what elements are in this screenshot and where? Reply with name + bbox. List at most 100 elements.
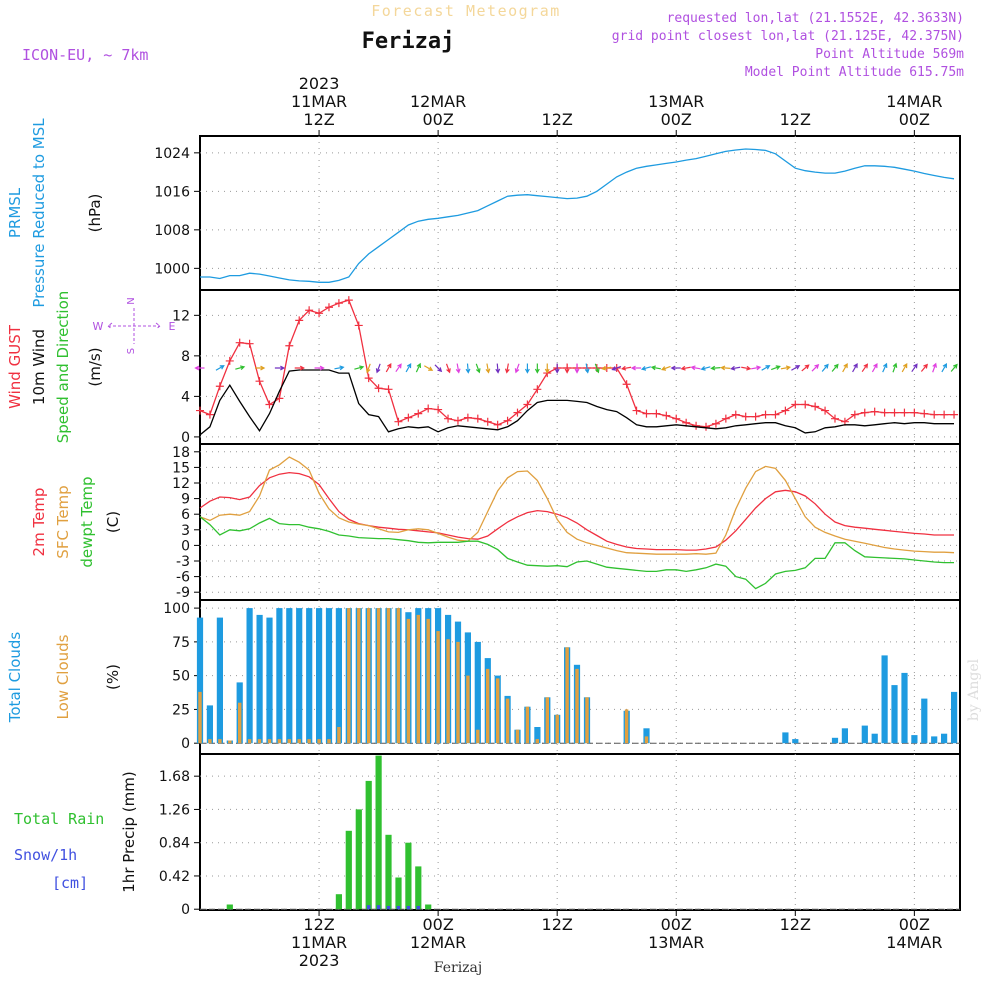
wind-direction-arrow — [424, 365, 434, 371]
wind-direction-arrow — [761, 365, 771, 371]
bar-low-clouds — [327, 739, 331, 744]
bar-total-clouds — [841, 728, 848, 744]
wind-direction-arrow — [640, 365, 651, 371]
bar-total-rain — [355, 809, 362, 910]
bar-low-clouds — [307, 739, 311, 744]
y-tick-label: 18 — [172, 445, 190, 461]
wind-direction-arrow — [544, 363, 550, 374]
series-sfc-temp — [199, 456, 955, 555]
gust-marker — [444, 414, 453, 423]
bar-total-clouds — [782, 732, 789, 744]
axis-title-1: Low Clouds — [54, 634, 72, 719]
gust-marker — [731, 410, 740, 419]
wind-direction-arrow — [780, 365, 792, 371]
panel-precip: 0 0.42 0.84 1.26 1.68 Total Rain Snow/1h [cm] 1h… — [14, 753, 961, 918]
bar-low-clouds — [535, 739, 539, 744]
gust-marker — [711, 419, 720, 428]
bar-low-clouds — [257, 739, 262, 744]
wind-direction-arrow — [594, 363, 600, 374]
gust-marker — [414, 409, 423, 418]
wind-direction-arrow — [495, 363, 501, 374]
wind-direction-arrow — [751, 365, 762, 371]
gust-marker — [354, 321, 363, 330]
gust-marker — [751, 412, 760, 421]
bottom-tick-label: 14MAR — [886, 933, 942, 952]
gust-marker — [702, 422, 711, 431]
gust-marker — [940, 410, 949, 419]
gust-marker — [652, 409, 661, 418]
bar-total-clouds — [286, 608, 293, 744]
bar-total-clouds — [325, 608, 333, 744]
bar-low-clouds — [624, 709, 629, 744]
wind-direction-arrow — [564, 363, 570, 374]
wind-direction-arrow — [920, 363, 928, 372]
wind-direction-arrow — [811, 363, 820, 372]
wind-direction-arrow — [584, 363, 590, 374]
bar-total-clouds — [306, 608, 313, 744]
gust-marker — [404, 413, 413, 422]
compass-e: E — [169, 320, 176, 333]
bar-total-clouds — [206, 705, 213, 744]
gust-marker — [215, 382, 224, 391]
bar-low-clouds — [406, 618, 411, 744]
legend-label-0: Total Rain — [14, 810, 104, 828]
wind-direction-arrow — [514, 363, 520, 374]
axis-unit: (%) — [104, 664, 122, 690]
series-dewpt-temp — [199, 516, 954, 590]
panel-frame — [199, 753, 961, 911]
gust-marker — [205, 410, 214, 419]
y-tick-label: -9 — [176, 585, 190, 601]
bar-low-clouds — [456, 641, 460, 744]
bar-total-clouds — [196, 617, 204, 744]
axis-title-2: dewpt Temp — [78, 476, 96, 567]
bar-total-clouds — [901, 672, 908, 744]
wind-direction-arrow — [194, 365, 205, 371]
bar-total-clouds — [216, 617, 223, 744]
top-tick-label: 11MAR — [291, 92, 347, 111]
y-tick-label: 3 — [181, 523, 190, 539]
bar-low-clouds — [317, 739, 321, 744]
wind-direction-arrow — [405, 363, 412, 373]
point-altitude: Point Altitude 569m — [815, 47, 964, 62]
bottom-tick-label: 11MAR — [291, 933, 347, 952]
y-tick-label: 25 — [172, 702, 190, 718]
gust-marker — [384, 385, 393, 394]
bar-total-clouds — [316, 608, 323, 744]
gust-marker — [930, 410, 939, 419]
bar-total-rain — [425, 904, 432, 910]
gust-marker — [424, 404, 433, 413]
y-tick-label: 1.26 — [159, 802, 190, 818]
bar-total-rain — [385, 834, 392, 910]
bar-low-clouds — [228, 740, 232, 744]
gust-marker — [880, 408, 889, 417]
axis-unit: (hPa) — [86, 194, 104, 233]
bar-total-rain — [365, 780, 372, 910]
gust-marker — [890, 408, 899, 417]
bar-low-clouds — [555, 714, 559, 744]
legend-label-2: [cm] — [52, 874, 88, 892]
wind-direction-arrow — [504, 363, 510, 374]
model-label: ICON-EU, ~ 7km — [22, 46, 148, 64]
series-pressure — [200, 148, 955, 283]
bar-low-clouds — [565, 647, 569, 744]
panel-frame — [199, 135, 961, 291]
gust-marker — [870, 407, 879, 416]
gust-marker — [196, 406, 204, 415]
bottom-tick-label: 00Z — [899, 915, 930, 934]
gust-marker — [364, 374, 373, 383]
gust-marker — [811, 402, 820, 411]
axis-title-0: 2m Temp — [30, 488, 48, 557]
top-tick-label: 00Z — [899, 110, 930, 129]
y-tick-label: 15 — [172, 460, 190, 476]
bar-low-clouds — [486, 668, 490, 744]
location-title: Ferizaj — [362, 29, 455, 54]
axis-unit: (C) — [104, 511, 122, 533]
gust-marker — [374, 384, 383, 393]
gust-marker — [255, 377, 264, 386]
y-tick-label: 0 — [181, 430, 190, 446]
bottom-tick-label: 00Z — [661, 915, 692, 934]
wind-direction-arrow — [465, 363, 471, 374]
axis-unit: (m/s) — [86, 347, 104, 386]
bar-low-clouds — [396, 608, 401, 744]
